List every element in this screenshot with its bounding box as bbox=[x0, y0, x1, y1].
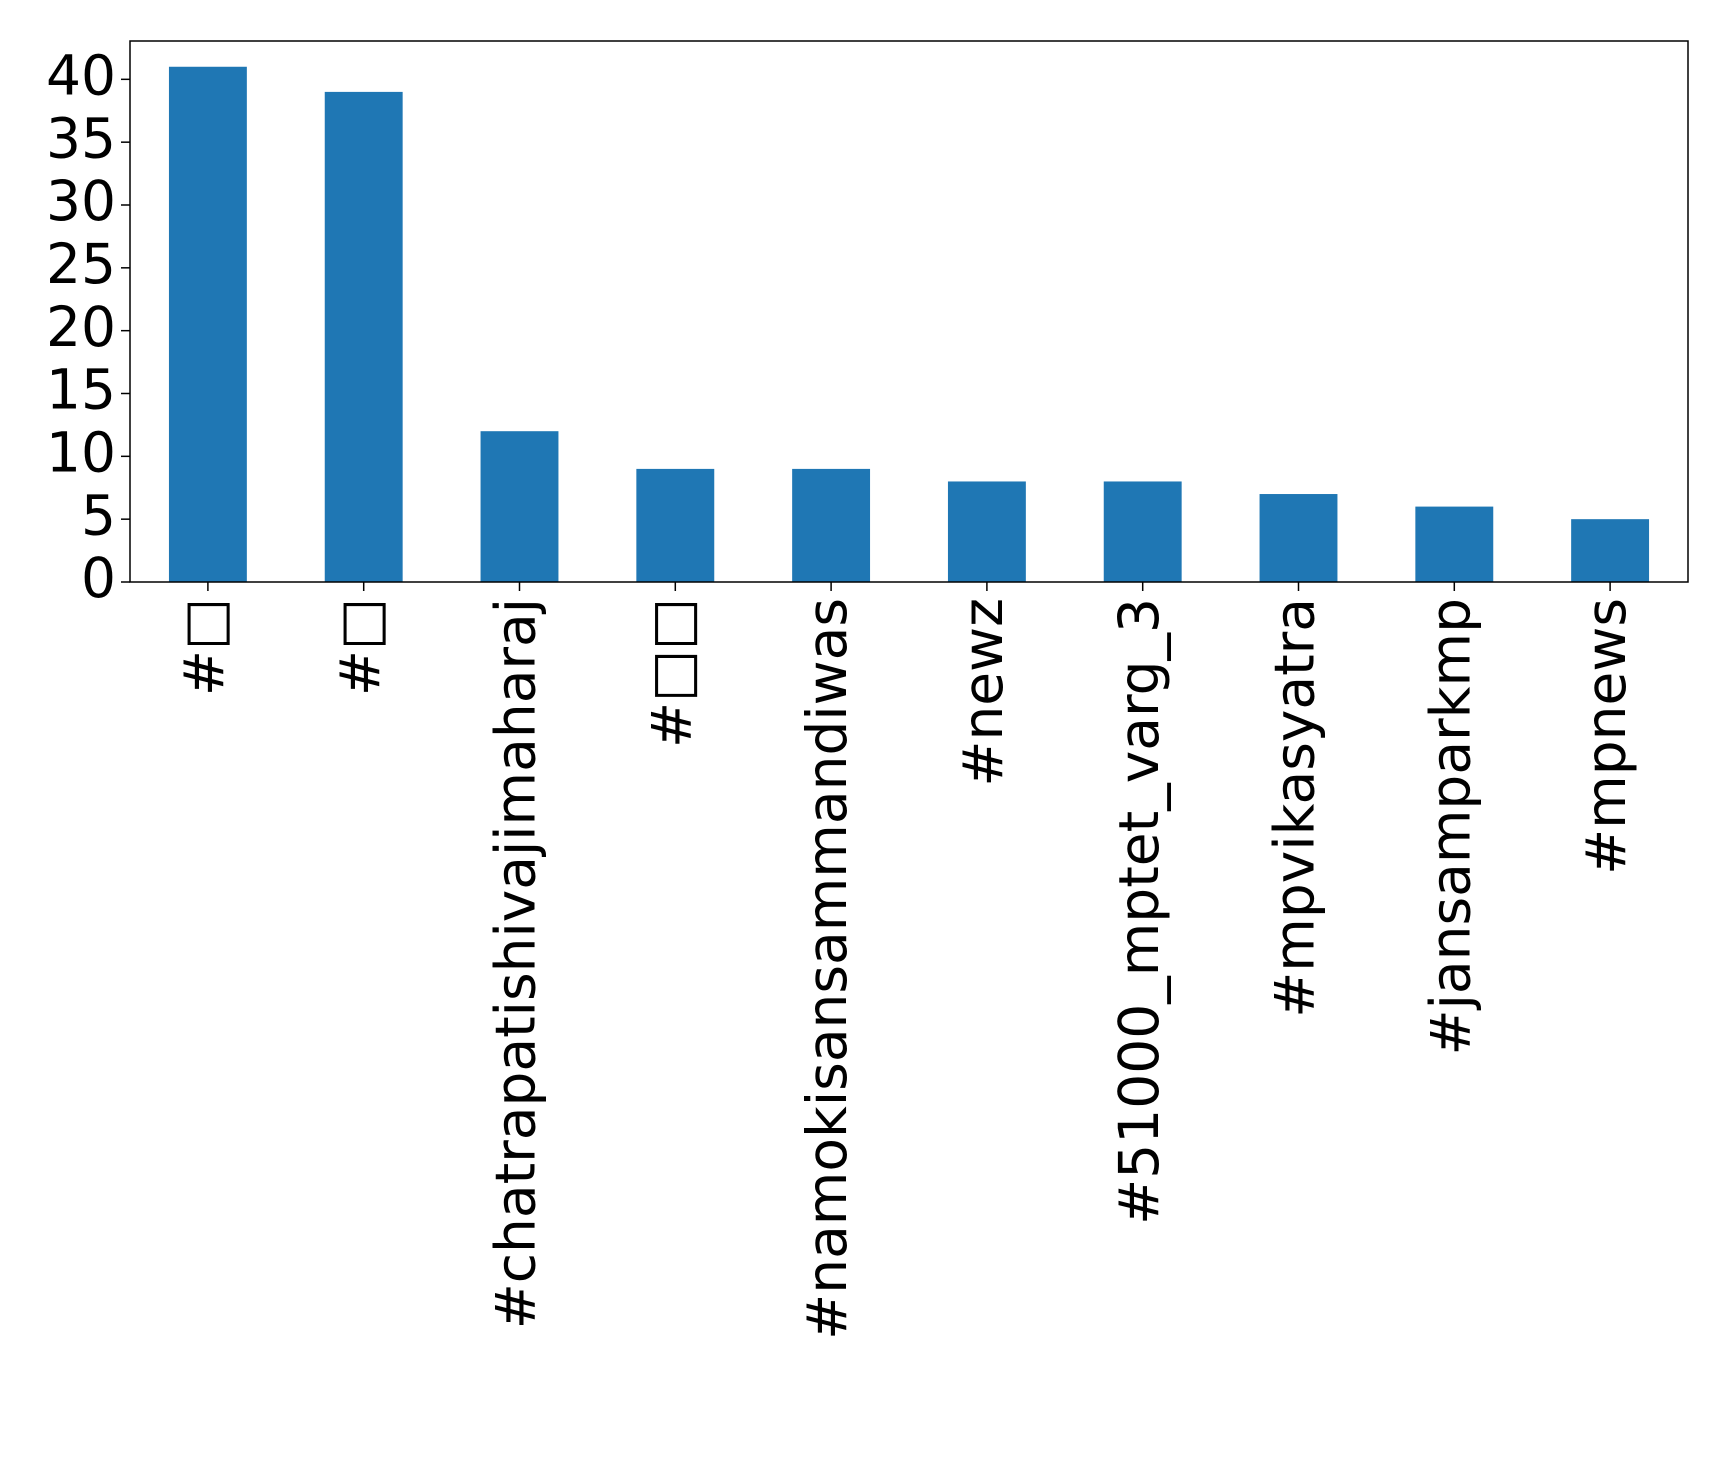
x-tick-label: #□ bbox=[172, 598, 236, 696]
bar bbox=[947, 481, 1026, 582]
bar bbox=[1103, 481, 1182, 582]
y-tick-label: 40 bbox=[46, 43, 116, 107]
x-tick-label: #mpvikasyatra bbox=[1263, 598, 1327, 1018]
x-tick-label: #jansamparkmp bbox=[1418, 598, 1482, 1055]
y-tick-label: 15 bbox=[46, 358, 116, 422]
bar bbox=[1259, 494, 1338, 582]
x-tick-label: #newz bbox=[951, 598, 1015, 787]
x-tick-label: #51000_mptet_varg_3 bbox=[1107, 598, 1171, 1225]
bar bbox=[792, 468, 871, 582]
y-tick-label: 5 bbox=[81, 483, 116, 547]
y-tick-label: 25 bbox=[46, 232, 116, 296]
bar bbox=[1571, 519, 1650, 582]
y-tick-label: 0 bbox=[81, 546, 116, 610]
x-tick-label: #□ bbox=[328, 598, 392, 696]
bar bbox=[324, 91, 403, 582]
bar bbox=[480, 431, 559, 582]
bar bbox=[1415, 506, 1494, 582]
x-tick-label: #mpnews bbox=[1574, 598, 1638, 875]
y-tick-label: 20 bbox=[46, 295, 116, 359]
y-tick-label: 35 bbox=[46, 106, 116, 170]
bar bbox=[168, 66, 247, 582]
plot-frame bbox=[129, 40, 1689, 583]
x-tick-label: #□□ bbox=[639, 598, 703, 748]
x-tick-label: #chatrapatishivajimaharaj bbox=[484, 598, 548, 1329]
y-tick-label: 10 bbox=[46, 420, 116, 484]
bar bbox=[636, 468, 715, 582]
y-tick-label: 30 bbox=[46, 169, 116, 233]
x-tick-label: #namokisansammandiwas bbox=[795, 598, 859, 1340]
